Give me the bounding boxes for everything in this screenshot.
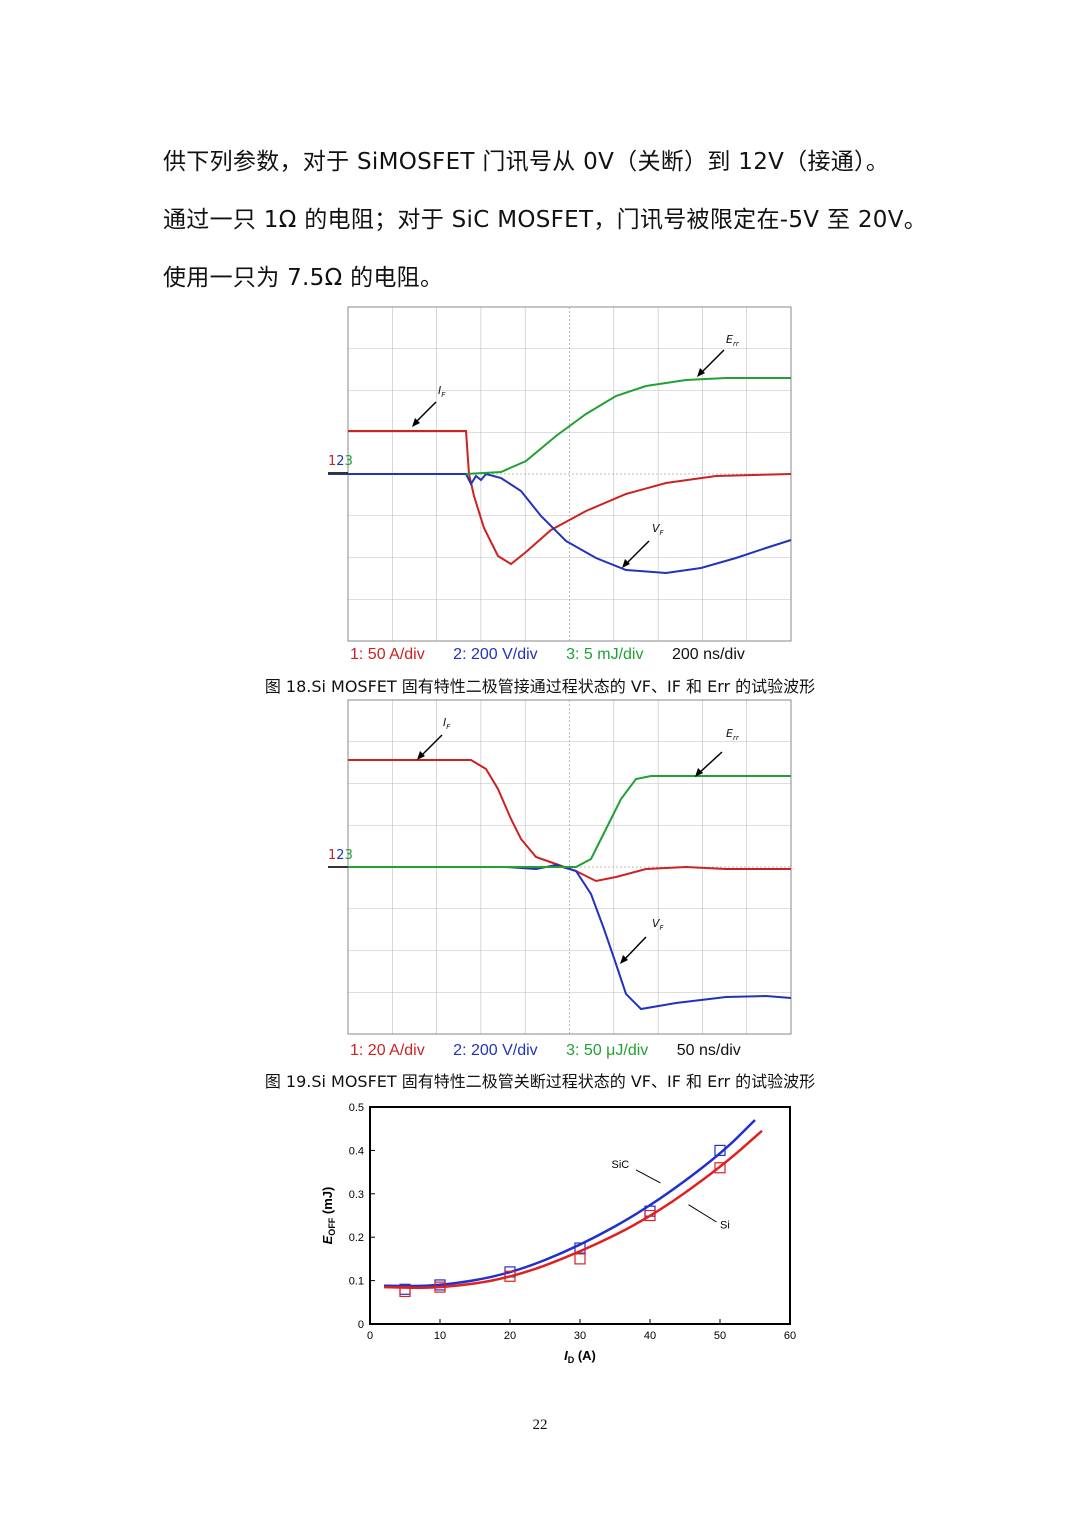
vf-label: VF bbox=[652, 917, 664, 933]
y-tick-label: 0.1 bbox=[349, 1276, 364, 1288]
data-point-si bbox=[399, 1285, 411, 1298]
if-label: IF bbox=[438, 384, 446, 400]
paragraph-3: 使用一只为 7.5Ω 的电阻。 bbox=[163, 265, 444, 291]
legend-ch1: 1: 20 A/div bbox=[350, 1042, 425, 1059]
if-arrow bbox=[413, 401, 437, 425]
vf-label: VF bbox=[652, 522, 664, 538]
figure-18-oscilloscope: IF Err VF 123 bbox=[326, 306, 796, 642]
err-label: Err bbox=[726, 727, 739, 743]
data-point-si bbox=[434, 1281, 446, 1293]
y-tick-label: 0.2 bbox=[349, 1232, 364, 1244]
data-point-si bbox=[504, 1270, 516, 1282]
y-tick-label: 0.3 bbox=[349, 1189, 364, 1201]
series-line-sic bbox=[383, 1119, 756, 1288]
page-number: 22 bbox=[532, 1417, 548, 1433]
figure-19-caption: 图 19.Si MOSFET 固有特性二极管关断过程状态的 VF、IF 和 Er… bbox=[264, 1072, 816, 1091]
legend-timebase: 200 ns/div bbox=[671, 646, 745, 663]
x-tick-label: 0 bbox=[367, 1330, 373, 1342]
legend-ch3: 3: 5 mJ/div bbox=[566, 646, 644, 663]
x-tick-label: 10 bbox=[434, 1330, 446, 1342]
vf-arrowhead bbox=[620, 955, 628, 964]
data-point-si bbox=[574, 1253, 586, 1265]
if-arrow bbox=[419, 734, 443, 758]
err-label: Err bbox=[726, 333, 739, 349]
legend-ch1: 1: 50 A/div bbox=[350, 646, 425, 663]
err-arrow bbox=[697, 751, 723, 775]
figure-18-caption: 图 18.Si MOSFET 固有特性二极管接通过程状态的 VF、IF 和 Er… bbox=[264, 677, 816, 696]
eoff-chart-svg: 0 10 20 30 40 50 60 0 0.1 0.2 0.3 0.4 0.5 ID (A) EOFF … bbox=[320, 1102, 796, 1365]
legend-ch2: 2: 200 V/div bbox=[453, 646, 538, 663]
plot-frame bbox=[369, 1106, 791, 1325]
data-point-sic bbox=[714, 1144, 726, 1157]
x-tick-label: 40 bbox=[644, 1330, 656, 1342]
y-axis-label: EOFF (mJ) bbox=[320, 1187, 337, 1245]
paragraph-2: 通过一只 1Ω 的电阻；对于 SiC MOSFET，门讯号被限定在-5V 至 2… bbox=[163, 207, 928, 233]
paragraph-1: 供下列参数，对于 SiMOSFET 门讯号从 0V（关断）到 12V（接通）。 bbox=[163, 149, 890, 175]
err-trace bbox=[348, 775, 791, 868]
if-arrowhead bbox=[412, 418, 420, 427]
legend-ch3: 3: 50 μJ/div bbox=[566, 1042, 649, 1059]
channel-marker: 123 bbox=[328, 454, 353, 469]
figure-18-legend: 1: 50 A/div 2: 200 V/div 3: 5 mJ/div 200… bbox=[350, 646, 769, 664]
figure-19-legend: 1: 20 A/div 2: 200 V/div 3: 50 μJ/div 50… bbox=[350, 1042, 765, 1060]
vf-trace bbox=[328, 472, 792, 575]
err-arrow bbox=[699, 349, 725, 375]
err-arrowhead bbox=[697, 368, 705, 377]
err-trace bbox=[465, 377, 791, 475]
annotation-sic: SiC bbox=[612, 1159, 630, 1171]
y-tick-label: 0 bbox=[358, 1319, 364, 1331]
vf-arrowhead bbox=[622, 559, 630, 568]
x-tick-label: 30 bbox=[574, 1330, 586, 1342]
legend-timebase: 50 ns/div bbox=[676, 1042, 741, 1059]
err-arrowhead bbox=[695, 768, 703, 777]
data-point-si bbox=[644, 1209, 656, 1222]
series-line-si bbox=[383, 1129, 763, 1290]
data-point-si bbox=[714, 1162, 726, 1174]
annotation-si-arrow bbox=[688, 1204, 717, 1223]
annotation-sic-arrow bbox=[635, 1169, 661, 1184]
vf-trace bbox=[328, 863, 792, 1011]
figure-19-oscilloscope: IF Err VF 123 bbox=[326, 699, 796, 1035]
if-label: IF bbox=[443, 716, 451, 732]
y-tick-label: 0.5 bbox=[349, 1102, 364, 1114]
vf-arrow bbox=[622, 936, 647, 962]
channel-marker: 123 bbox=[328, 848, 353, 863]
vf-arrow bbox=[624, 540, 650, 566]
eoff-chart: 0 10 20 30 40 50 60 0 0.1 0.2 0.3 0.4 0.5 ID (A) EOFF … bbox=[310, 1095, 810, 1379]
x-axis-label: ID (A) bbox=[564, 1348, 596, 1365]
legend-ch2: 2: 200 V/div bbox=[453, 1042, 538, 1059]
x-tick-label: 60 bbox=[784, 1330, 796, 1342]
x-tick-label: 20 bbox=[504, 1330, 516, 1342]
annotation-si: Si bbox=[720, 1220, 730, 1232]
x-tick-label: 50 bbox=[714, 1330, 726, 1342]
y-tick-label: 0.4 bbox=[349, 1145, 364, 1157]
if-trace bbox=[348, 430, 792, 566]
if-arrowhead bbox=[417, 751, 425, 760]
